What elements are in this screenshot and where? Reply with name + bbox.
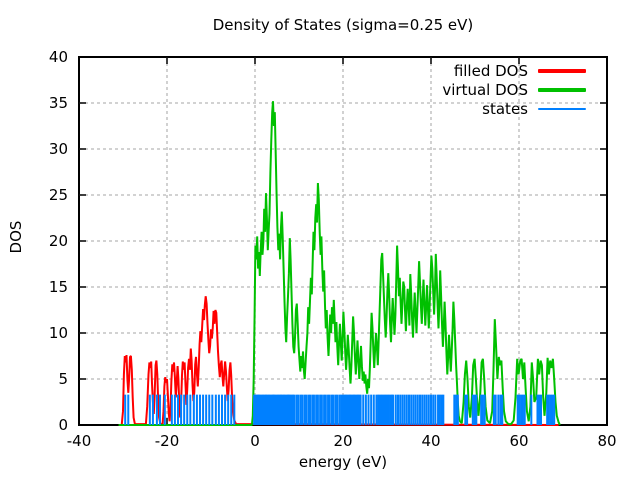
y-tick-label: 25: [49, 186, 68, 204]
y-tick-label: 30: [49, 140, 68, 158]
x-tick-label: 80: [597, 432, 616, 450]
x-tick-label: 0: [250, 432, 260, 450]
legend-label-virtual-dos: virtual DOS: [442, 80, 528, 99]
legend-line-sample-states: [538, 107, 586, 110]
legend-label-states: states: [482, 99, 528, 118]
y-tick-label: 40: [49, 48, 68, 66]
x-tick-label: -20: [155, 432, 180, 450]
x-tick-label: 60: [509, 432, 528, 450]
legend-line-sample-filled-dos: [538, 68, 586, 73]
y-tick-label: 10: [49, 324, 68, 342]
y-tick-label: 0: [58, 416, 68, 434]
legend-label-filled-dos: filled DOS: [453, 61, 528, 80]
legend-entry-filled-dos: filled DOS: [442, 61, 586, 80]
series-virtual-dos: [118, 101, 561, 426]
y-tick-label: 5: [58, 370, 68, 388]
x-axis-label: energy (eV): [298, 453, 388, 471]
legend-entry-states: states: [442, 99, 586, 118]
x-tick-label: -40: [67, 432, 92, 450]
x-tick-label: 40: [421, 432, 440, 450]
series-filled-dos: [118, 296, 559, 426]
legend-entry-virtual-dos: virtual DOS: [442, 80, 586, 99]
y-tick-label: 35: [49, 94, 68, 112]
y-tick-label: 20: [49, 232, 68, 250]
x-tick-label: 20: [333, 432, 352, 450]
y-tick-label: 15: [49, 278, 68, 296]
chart-title: Density of States (sigma=0.25 eV): [212, 16, 474, 34]
y-axis-label: DOS: [7, 220, 25, 254]
legend: filled DOS virtual DOS states: [442, 61, 586, 118]
legend-line-sample-virtual-dos: [538, 87, 586, 92]
